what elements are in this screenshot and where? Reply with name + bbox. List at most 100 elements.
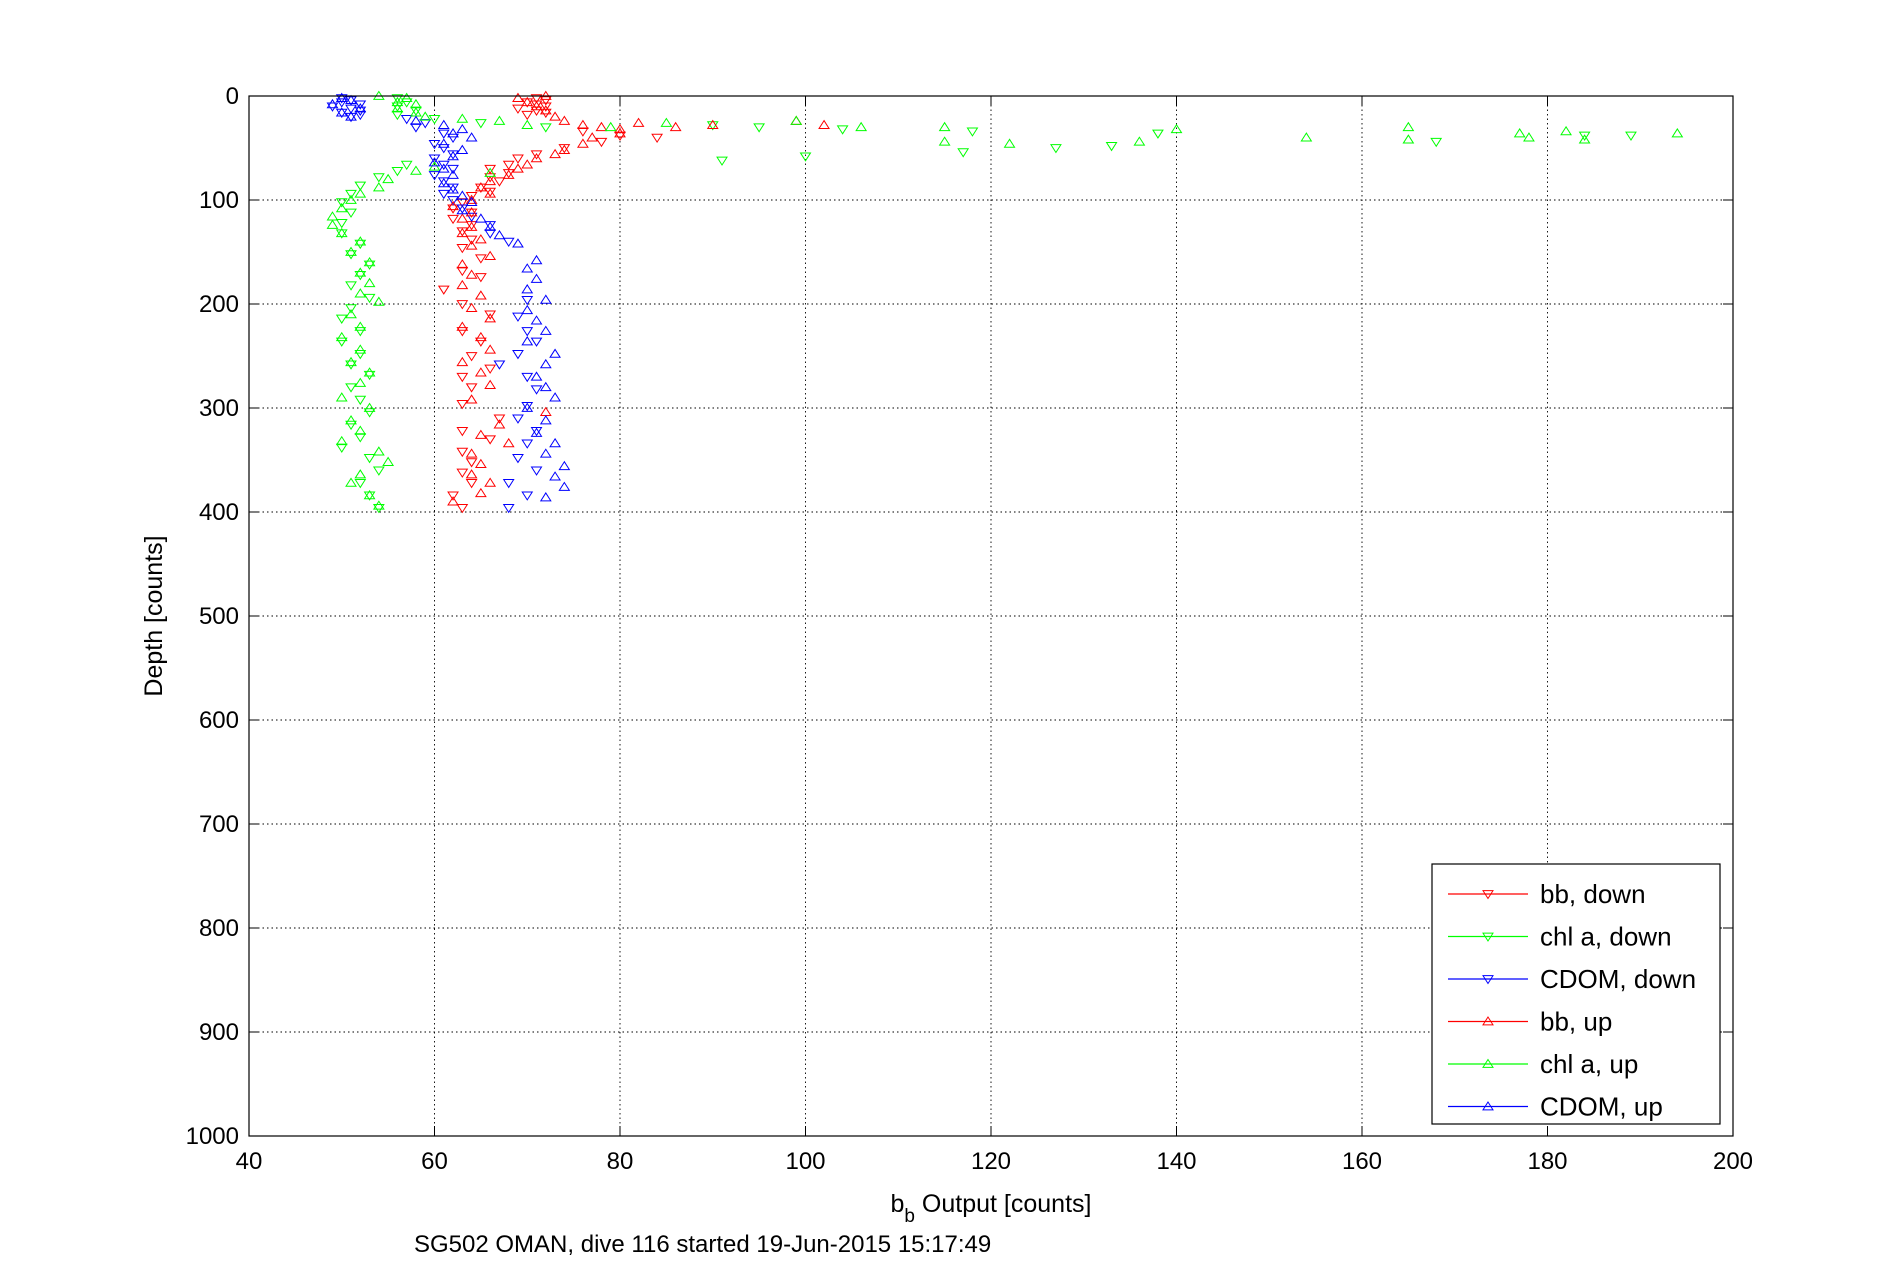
data-point <box>493 414 506 424</box>
data-point <box>456 243 469 254</box>
data-point <box>437 163 450 173</box>
data-point <box>614 128 626 138</box>
data-point <box>753 123 766 133</box>
data-point <box>521 119 534 129</box>
data-point <box>335 198 348 208</box>
y-tick-label: 500 <box>199 603 239 630</box>
data-point <box>604 121 617 132</box>
data-point <box>465 207 478 217</box>
data-point <box>474 213 487 223</box>
data-point <box>428 154 441 164</box>
data-point <box>484 173 497 183</box>
data-point <box>354 267 367 277</box>
data-point <box>660 117 673 127</box>
data-point <box>539 294 552 304</box>
data-point <box>1513 128 1526 138</box>
data-point <box>363 256 376 267</box>
data-point <box>382 456 395 466</box>
data-point <box>345 194 357 204</box>
data-point <box>428 157 441 167</box>
data-point <box>576 138 589 148</box>
data-point <box>335 314 348 324</box>
data-point <box>502 237 515 248</box>
data-point <box>586 132 599 142</box>
data-point <box>335 98 348 108</box>
data-point <box>530 106 543 116</box>
data-point <box>484 167 497 177</box>
data-point <box>447 183 459 193</box>
data-point <box>465 383 478 393</box>
data-point <box>521 402 534 412</box>
data-point <box>345 383 357 393</box>
data-point <box>530 427 543 437</box>
data-point <box>447 491 459 501</box>
caption: SG502 OMAN, dive 116 started 19-Jun-2015… <box>414 1231 991 1258</box>
data-point <box>512 104 524 114</box>
data-point <box>530 371 543 381</box>
data-point <box>474 331 487 342</box>
data-point <box>502 160 515 171</box>
data-point <box>521 284 534 294</box>
data-point <box>437 160 450 171</box>
data-point <box>345 420 357 431</box>
data-point <box>335 337 348 347</box>
data-point <box>474 458 487 469</box>
data-point <box>447 184 459 194</box>
data-point <box>465 448 478 458</box>
data-point <box>1050 144 1062 154</box>
data-point <box>521 327 534 337</box>
data-point <box>539 123 552 133</box>
data-point <box>1402 134 1415 144</box>
data-point <box>1133 136 1146 146</box>
data-point <box>484 313 497 323</box>
data-point <box>530 337 543 347</box>
series-0 <box>437 94 664 514</box>
data-point <box>576 127 589 137</box>
y-tick-label: 0 <box>226 83 239 110</box>
data-point <box>530 315 543 325</box>
data-point <box>651 133 664 144</box>
data-point <box>484 229 497 239</box>
data-point <box>484 187 497 198</box>
data-point <box>549 392 561 402</box>
data-point <box>391 96 404 107</box>
data-point <box>790 115 803 125</box>
data-point <box>521 439 534 449</box>
x-tick-label: 100 <box>785 1148 825 1175</box>
data-point <box>345 304 357 314</box>
legend-item: chl a, down <box>1448 922 1672 952</box>
data-point <box>410 115 422 125</box>
legend-marker <box>1482 1101 1494 1111</box>
data-point <box>335 108 348 119</box>
data-point <box>456 123 469 134</box>
x-tick-label: 40 <box>236 1148 263 1175</box>
data-point <box>345 104 357 114</box>
data-point <box>345 415 357 425</box>
data-point <box>456 204 469 214</box>
data-point <box>966 127 979 137</box>
data-point <box>456 266 469 277</box>
legend-marker <box>1482 1058 1494 1068</box>
data-point <box>614 131 626 141</box>
data-point <box>512 350 524 360</box>
data-point <box>391 103 404 113</box>
data-point <box>512 238 524 248</box>
data-point <box>391 102 404 112</box>
data-point <box>354 425 367 435</box>
data-point <box>447 200 459 211</box>
data-point <box>474 234 487 244</box>
data-point <box>372 296 385 306</box>
data-point <box>465 302 478 313</box>
data-point <box>1152 129 1164 139</box>
data-point <box>484 364 497 374</box>
data-point <box>363 277 376 288</box>
y-tick-label: 700 <box>199 811 239 838</box>
data-point <box>447 133 459 144</box>
y-tick-label: 100 <box>199 187 239 214</box>
data-point <box>345 477 357 487</box>
data-point <box>363 367 376 377</box>
x-tick-label: 200 <box>1713 1148 1753 1175</box>
data-point <box>502 169 515 179</box>
data-point <box>484 477 497 487</box>
data-point <box>354 103 367 113</box>
